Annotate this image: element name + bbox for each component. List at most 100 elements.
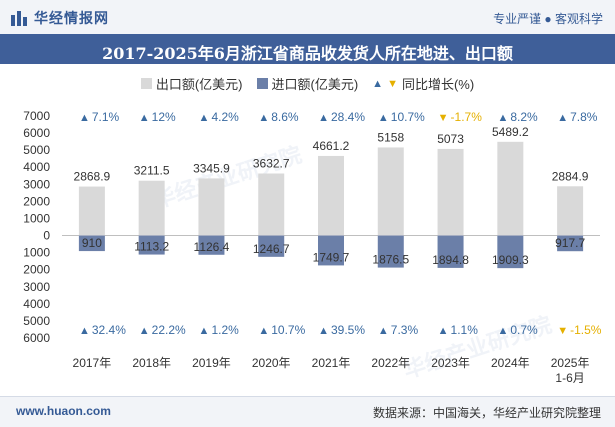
y-tick-label: 5000 (23, 314, 50, 328)
x-tick-label: 2023年 (431, 356, 470, 370)
export-bar (497, 141, 524, 236)
import-value-label: 910 (82, 236, 102, 250)
export-value-label: 5073 (437, 132, 464, 146)
legend-import: 进口额(亿美元) (256, 74, 358, 93)
up-triangle-icon: ▲ (557, 112, 568, 124)
x-tick-label: 2025年 (551, 356, 590, 370)
chart-title: 2017-2025年6月浙江省商品收发货人所在地进、出口额 (102, 44, 513, 63)
chart-legend: 出口额(亿美元) 进口额(亿美元) ▲ ▼ 同比增长(%) (0, 74, 615, 93)
export-growth-label: 12% (152, 110, 176, 124)
y-tick-label: 1000 (23, 211, 50, 225)
export-value-label: 3632.7 (253, 157, 290, 171)
export-bar (437, 148, 464, 236)
x-tick-label: 2021年 (312, 356, 351, 370)
data-source: 数据来源：中国海关，华经产业研究院整理 (372, 406, 601, 420)
up-triangle-icon: ▲ (199, 112, 210, 124)
import-value-label: 1876.5 (372, 253, 409, 267)
up-triangle-icon: ▲ (497, 112, 508, 124)
legend-export: 出口额(亿美元) (140, 74, 243, 93)
up-triangle-icon: ▲ (79, 325, 90, 337)
footer: www.huaon.com 数据来源：中国海关，华经产业研究院整理 (0, 397, 615, 427)
y-tick-label: 0 (43, 229, 50, 243)
up-triangle-icon: ▲ (438, 325, 449, 337)
import-bar (78, 235, 105, 252)
y-tick-label: 5000 (23, 143, 50, 157)
import-growth-label: 0.7% (510, 323, 538, 337)
x-tick-label: 2019年 (192, 356, 231, 370)
logo-icon (11, 11, 27, 26)
export-bar (258, 173, 285, 236)
export-growth-label: 7.1% (92, 110, 120, 124)
import-value-label: 1113.2 (134, 240, 169, 254)
import-bar (258, 235, 285, 257)
import-bar (497, 235, 524, 269)
export-value-label: 2868.9 (74, 170, 111, 184)
y-tick-label: 4000 (23, 297, 50, 311)
import-bar (377, 235, 404, 268)
import-growth-label: 32.4% (92, 323, 126, 337)
export-growth-label: 4.2% (211, 110, 239, 124)
import-growth-label: 1.1% (451, 323, 479, 337)
legend-growth: ▲ ▼ 同比增长(%) (372, 74, 474, 93)
import-bar (437, 235, 464, 268)
import-value-label: 1894.8 (432, 253, 469, 267)
export-value-label: 5489.2 (492, 125, 529, 139)
up-triangle-icon: ▲ (79, 112, 90, 124)
import-value-label: 1909.3 (492, 253, 529, 267)
x-tick-label: 2024年 (491, 356, 530, 370)
legend-down-triangle-icon: ▼ (387, 77, 398, 90)
import-bar (138, 235, 165, 255)
export-growth-label: 28.4% (331, 110, 365, 124)
up-triangle-icon: ▲ (199, 325, 210, 337)
y-tick-label: 7000 (23, 109, 50, 123)
x-tick-label: 2018年 (132, 356, 171, 370)
up-triangle-icon: ▲ (258, 325, 269, 337)
up-triangle-icon: ▲ (139, 112, 150, 124)
legend-growth-label: 同比增长(%) (401, 77, 475, 92)
title-bar: 2017-2025年6月浙江省商品收发货人所在地进、出口额 (0, 34, 615, 64)
up-triangle-icon: ▲ (139, 325, 150, 337)
import-bar (557, 235, 584, 252)
export-bar (78, 186, 105, 236)
import-growth-label: 7.3% (391, 323, 419, 337)
export-bar (198, 178, 225, 236)
up-triangle-icon: ▲ (318, 112, 329, 124)
import-value-label: 1749.7 (313, 250, 350, 264)
top-bar: 华经情报网 专业严谨 ● 客观科学 (0, 0, 615, 34)
export-bar (318, 155, 344, 236)
up-triangle-icon: ▲ (378, 112, 389, 124)
down-triangle-icon: ▼ (557, 325, 568, 337)
import-growth-label: 1.2% (211, 323, 239, 337)
x-tick-label: 2017年 (73, 356, 112, 370)
up-triangle-icon: ▲ (378, 325, 389, 337)
y-tick-label: 3000 (23, 177, 50, 191)
website-link[interactable]: www.huaon.com (16, 404, 111, 418)
export-growth-label: 10.7% (391, 110, 425, 124)
legend-export-label: 出口额(亿美元) (155, 77, 243, 92)
tagline: 专业严谨 ● 客观科学 (493, 12, 603, 26)
export-value-label: 3211.5 (134, 164, 170, 178)
y-tick-label: 1000 (23, 246, 50, 260)
export-bar (138, 180, 165, 236)
export-value-label: 4661.2 (313, 139, 350, 153)
y-tick-label: 2000 (23, 194, 50, 208)
import-growth-label: 10.7% (271, 323, 305, 337)
up-triangle-icon: ▲ (497, 325, 508, 337)
export-bar (557, 186, 584, 236)
import-growth-label: 39.5% (331, 323, 365, 337)
export-value-label: 5158 (377, 130, 404, 144)
export-value-label: 2884.9 (552, 169, 589, 183)
x-tick-label: 2022年 (371, 356, 410, 370)
up-triangle-icon: ▲ (318, 325, 329, 337)
import-value-label: 1246.7 (253, 242, 290, 256)
y-tick-label: 4000 (23, 160, 50, 174)
y-tick-label: 2000 (23, 263, 50, 277)
import-growth-label: -1.5% (570, 323, 602, 337)
import-bar (198, 235, 225, 255)
export-growth-label: 7.8% (570, 110, 598, 124)
legend-import-swatch (256, 78, 268, 89)
footer-divider (0, 396, 615, 397)
import-value-label: 1126.4 (194, 240, 230, 254)
legend-up-triangle-icon: ▲ (372, 77, 384, 90)
